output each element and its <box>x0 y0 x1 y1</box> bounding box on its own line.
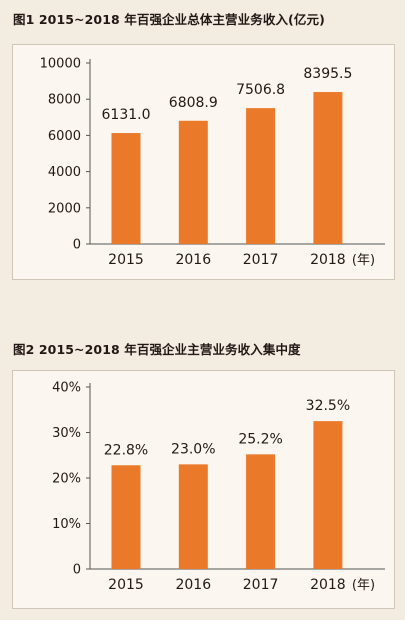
chart1: 0 2000 4000 6000 8000 10000 6131.0 2015 6808.9 20… <box>40 57 385 268</box>
chart2-bar <box>246 454 276 569</box>
chart2-data-label: 23.0% <box>171 441 215 457</box>
chart1-x-tick-label: 2016 <box>175 252 211 268</box>
chart2-x-tick-label: 2017 <box>243 577 279 593</box>
chart2-y-tick-label: 30% <box>52 426 81 441</box>
chart2: 0 10% 20% 30% 40% 22.8% 2015 23.0% 2016 25.2% 2017… <box>52 381 385 593</box>
chart2-x-unit-label: (年) <box>352 578 375 593</box>
chart2-data-label: 25.2% <box>238 431 282 447</box>
chart1-x-tick-label: 2018 <box>310 252 346 268</box>
chart1-y-tick-label: 8000 <box>48 93 81 108</box>
chart2-y-tick-label: 40% <box>52 381 81 396</box>
chart2-y-tick-label: 10% <box>52 517 81 532</box>
chart1-data-label: 6131.0 <box>102 107 151 123</box>
chart2-data-label: 32.5% <box>306 398 350 414</box>
chart2-bar <box>313 421 343 569</box>
chart1-y-tick-label: 4000 <box>48 165 81 180</box>
chart1-panel: 0 2000 4000 6000 8000 10000 6131.0 2015 6808.9 20… <box>12 44 395 280</box>
chart2-x-tick-label: 2015 <box>108 577 144 593</box>
chart1-x-unit-label: (年) <box>352 253 375 268</box>
chart1-data-label: 8395.5 <box>303 66 352 82</box>
chart1-bar <box>313 92 343 245</box>
chart1-x-tick-label: 2015 <box>108 252 144 268</box>
chart2-data-label: 22.8% <box>104 442 148 458</box>
chart1-x-tick-label: 2017 <box>243 252 279 268</box>
chart2-y-tick-label: 0 <box>73 563 81 578</box>
chart2-title: 图2 2015~2018 年百强企业主营业务收入集中度 <box>13 342 301 357</box>
chart1-title: 图1 2015~2018 年百强企业总体主营业务收入(亿元) <box>13 12 325 27</box>
chart1-y-tick-label: 6000 <box>48 129 81 144</box>
chart1-data-label: 6808.9 <box>169 95 218 111</box>
chart2-y-tick-label: 20% <box>52 472 81 487</box>
chart1-bar <box>111 133 141 244</box>
chart1-y-tick-label: 0 <box>73 238 81 253</box>
chart1-data-label: 7506.8 <box>236 82 285 98</box>
chart2-x-tick-label: 2016 <box>175 577 211 593</box>
chart1-bar <box>178 120 208 244</box>
chart2-bar <box>111 465 141 569</box>
chart1-y-tick-label: 2000 <box>48 201 81 216</box>
chart1-bar <box>246 108 276 244</box>
chart2-panel: 0 10% 20% 30% 40% 22.8% 2015 23.0% 2016 25.2% 2017… <box>12 370 395 609</box>
chart2-x-tick-label: 2018 <box>310 577 346 593</box>
chart2-bar <box>178 464 208 569</box>
chart1-y-tick-label: 10000 <box>40 57 81 72</box>
